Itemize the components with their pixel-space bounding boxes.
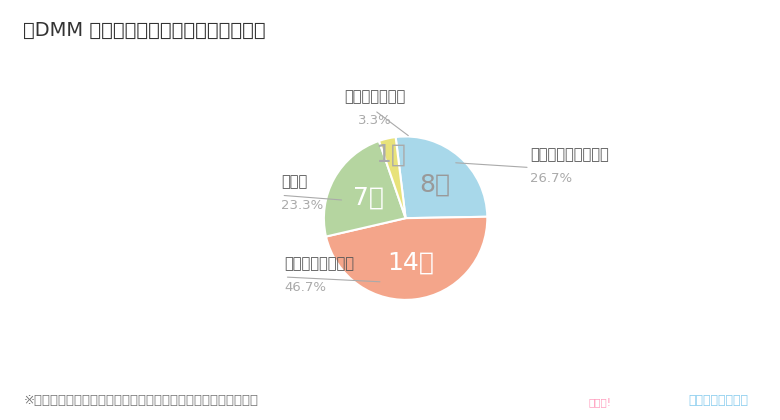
Wedge shape bbox=[379, 137, 406, 218]
Text: 14人: 14人 bbox=[388, 251, 434, 275]
Text: 7人: 7人 bbox=[353, 186, 384, 210]
Text: 教えて!: 教えて! bbox=[589, 397, 612, 407]
Text: 23.3%: 23.3% bbox=[282, 200, 324, 213]
Text: ※「まったく満足していない」という回答者はいませんでした。: ※「まったく満足していない」という回答者はいませんでした。 bbox=[23, 394, 258, 407]
Text: 3.3%: 3.3% bbox=[358, 114, 392, 127]
Text: ＜DMM 英会話の料金についての満足度＞: ＜DMM 英会話の料金についての満足度＞ bbox=[23, 21, 266, 40]
Wedge shape bbox=[324, 141, 406, 236]
Text: ふつう: ふつう bbox=[282, 175, 307, 189]
Text: 26.7%: 26.7% bbox=[530, 172, 572, 185]
Text: 46.7%: 46.7% bbox=[285, 281, 327, 294]
Text: やや不満がある: やや不満がある bbox=[344, 89, 405, 105]
Wedge shape bbox=[326, 217, 488, 300]
Text: オンライン英会話: オンライン英会話 bbox=[689, 394, 749, 407]
Text: 8人: 8人 bbox=[420, 172, 451, 196]
Text: 1人: 1人 bbox=[375, 142, 406, 166]
Text: とても満足している: とても満足している bbox=[530, 147, 608, 162]
Text: やや満足している: やや満足している bbox=[285, 256, 355, 271]
Wedge shape bbox=[395, 136, 488, 218]
